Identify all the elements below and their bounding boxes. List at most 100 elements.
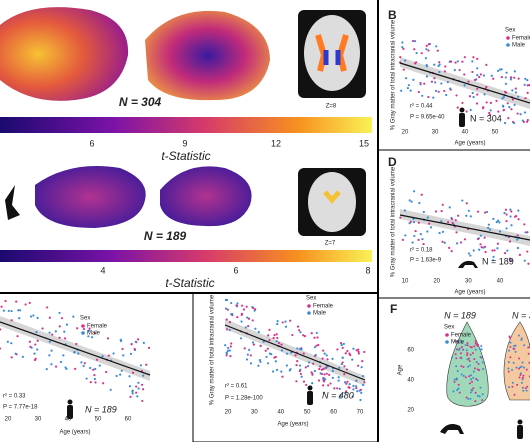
point bbox=[16, 335, 19, 338]
point bbox=[129, 352, 133, 355]
point bbox=[463, 84, 466, 87]
point bbox=[275, 340, 278, 343]
point bbox=[476, 394, 479, 397]
point bbox=[473, 358, 476, 361]
point bbox=[476, 57, 479, 61]
point bbox=[477, 363, 480, 366]
point bbox=[406, 86, 409, 90]
point bbox=[305, 383, 308, 387]
point bbox=[444, 65, 447, 68]
point bbox=[296, 325, 300, 328]
point bbox=[94, 367, 97, 371]
point bbox=[131, 389, 134, 392]
point bbox=[508, 106, 511, 109]
point bbox=[476, 87, 479, 90]
point bbox=[296, 359, 299, 363]
point bbox=[298, 329, 301, 332]
point bbox=[521, 361, 524, 364]
point bbox=[508, 240, 512, 243]
point bbox=[93, 377, 96, 381]
point bbox=[413, 48, 416, 51]
point bbox=[316, 336, 319, 339]
point bbox=[468, 375, 471, 378]
point bbox=[145, 363, 148, 366]
point bbox=[0, 347, 2, 350]
point bbox=[526, 250, 529, 253]
point bbox=[72, 315, 75, 318]
point bbox=[236, 302, 239, 305]
point bbox=[469, 391, 472, 394]
point bbox=[474, 340, 477, 343]
point bbox=[10, 356, 13, 359]
axis-label: % Gray matter of total intracranial volu… bbox=[210, 294, 216, 405]
point bbox=[259, 360, 262, 363]
point bbox=[225, 298, 229, 302]
point bbox=[137, 381, 140, 384]
point bbox=[323, 352, 326, 355]
point bbox=[443, 70, 446, 73]
slice bbox=[304, 15, 360, 91]
point bbox=[441, 230, 445, 233]
legend-swatch bbox=[506, 36, 510, 40]
point bbox=[465, 110, 468, 113]
point bbox=[242, 308, 246, 311]
point bbox=[6, 340, 9, 343]
point bbox=[511, 368, 514, 371]
point bbox=[419, 83, 422, 86]
point bbox=[357, 364, 360, 367]
point bbox=[455, 357, 458, 360]
point bbox=[228, 328, 231, 332]
point bbox=[119, 338, 122, 341]
point bbox=[331, 357, 334, 361]
point bbox=[520, 365, 523, 368]
point bbox=[484, 250, 487, 254]
panel-label: F bbox=[390, 302, 397, 316]
point bbox=[273, 334, 276, 337]
point bbox=[461, 60, 464, 63]
point bbox=[98, 364, 101, 367]
point bbox=[509, 356, 512, 359]
point bbox=[102, 382, 105, 385]
stat: r² = 0.33 bbox=[3, 394, 26, 400]
regression-line bbox=[224, 324, 366, 381]
point bbox=[276, 322, 279, 326]
point bbox=[244, 326, 247, 329]
point bbox=[492, 259, 495, 262]
point bbox=[10, 309, 13, 313]
point bbox=[460, 373, 463, 376]
point bbox=[474, 342, 477, 345]
point bbox=[433, 77, 436, 80]
point bbox=[147, 346, 151, 350]
point bbox=[488, 228, 492, 231]
point bbox=[478, 347, 481, 350]
point bbox=[417, 90, 420, 94]
point bbox=[94, 381, 97, 384]
point bbox=[273, 356, 276, 359]
point bbox=[489, 109, 492, 112]
point bbox=[433, 63, 436, 66]
point bbox=[248, 348, 251, 351]
point bbox=[507, 370, 510, 373]
point bbox=[119, 373, 122, 376]
point bbox=[2, 309, 6, 312]
colorbar bbox=[0, 117, 372, 133]
point bbox=[312, 362, 315, 365]
point bbox=[24, 303, 27, 306]
point bbox=[516, 246, 520, 250]
point bbox=[485, 63, 488, 66]
point bbox=[413, 190, 416, 193]
icon bbox=[307, 385, 313, 391]
point bbox=[511, 98, 514, 101]
colorbar-tick: 4 bbox=[100, 265, 105, 275]
point bbox=[493, 249, 496, 252]
point bbox=[295, 364, 298, 367]
point bbox=[526, 78, 529, 82]
point bbox=[461, 199, 464, 202]
chimp-icon bbox=[458, 260, 478, 268]
point bbox=[298, 364, 302, 367]
point bbox=[235, 304, 238, 307]
point bbox=[272, 336, 275, 340]
point bbox=[142, 374, 145, 377]
point bbox=[225, 354, 228, 357]
point bbox=[443, 89, 446, 93]
